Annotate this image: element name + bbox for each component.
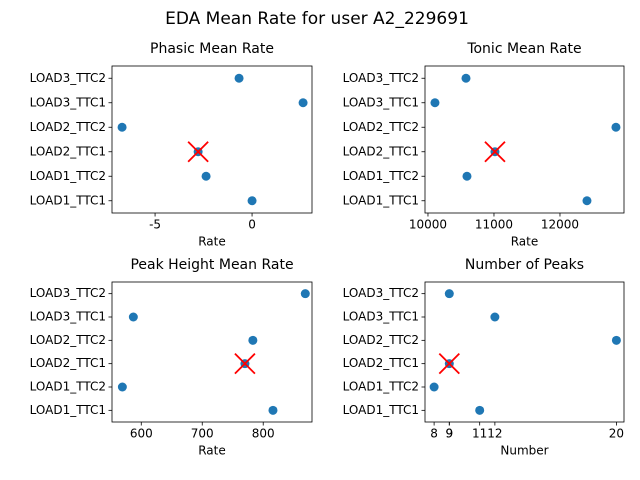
point — [611, 122, 621, 132]
point — [611, 335, 621, 345]
axes-frame — [111, 65, 313, 214]
y-tick-label: LOAD3_TTC1 — [30, 95, 106, 109]
x-axis-label: Rate — [511, 235, 539, 249]
point — [128, 312, 138, 322]
x-tick-label: 600 — [130, 427, 153, 441]
x-axis-label: Rate — [198, 235, 226, 249]
x-tick-label: 0 — [248, 218, 256, 232]
y-tick-label: LOAD2_TTC2 — [343, 120, 419, 134]
axes-frame — [111, 281, 313, 423]
y-tick-label: LOAD2_TTC1 — [343, 144, 419, 158]
y-tick-label: LOAD3_TTC1 — [343, 310, 419, 324]
x-tick-label: 11 — [472, 427, 487, 441]
point — [268, 405, 278, 415]
y-tick-label: LOAD2_TTC2 — [343, 333, 419, 347]
highlight-marker — [438, 353, 460, 375]
x-tick-label: 8 — [430, 427, 438, 441]
subplot-title: Peak Height Mean Rate — [130, 257, 293, 273]
point — [490, 312, 500, 322]
highlight-marker — [234, 353, 256, 375]
x-tick-label: 20 — [609, 427, 624, 441]
x-axis-label: Rate — [198, 444, 226, 458]
subplot-title: Tonic Mean Rate — [466, 41, 581, 57]
figure-title: EDA Mean Rate for user A2_229691 — [165, 9, 469, 29]
point — [462, 171, 472, 181]
x-tick-label: 12000 — [541, 218, 579, 232]
point — [234, 73, 244, 83]
subplot: Tonic Mean Rate LOAD1_TTC1 LOAD1_TTC2 LOAD2… — [343, 41, 625, 249]
x-tick-label: 700 — [191, 427, 214, 441]
x-axis-label: Number — [500, 444, 548, 458]
point — [300, 289, 310, 299]
y-tick-label: LOAD3_TTC1 — [30, 310, 106, 324]
y-tick-label: LOAD1_TTC1 — [30, 403, 106, 417]
point — [475, 405, 485, 415]
axes-frame — [424, 65, 625, 214]
subplot: Number of Peaks LOAD1_TTC1 LOAD1_TTC2 LOAD2… — [343, 257, 625, 458]
y-tick-label: LOAD2_TTC2 — [30, 120, 106, 134]
point — [582, 196, 592, 206]
y-tick-label: LOAD1_TTC1 — [343, 193, 419, 207]
y-tick-label: LOAD1_TTC1 — [343, 403, 419, 417]
point — [429, 382, 439, 392]
y-tick-label: LOAD1_TTC2 — [343, 380, 419, 394]
y-tick-label: LOAD2_TTC1 — [343, 356, 419, 370]
y-tick-label: LOAD1_TTC2 — [30, 380, 106, 394]
point — [117, 382, 127, 392]
y-tick-label: LOAD3_TTC1 — [343, 95, 419, 109]
y-tick-label: LOAD3_TTC2 — [343, 286, 419, 300]
point — [444, 289, 454, 299]
y-tick-label: LOAD2_TTC1 — [30, 144, 106, 158]
subplot: Peak Height Mean Rate LOAD1_TTC1 LOAD1_TTC… — [30, 257, 313, 458]
y-tick-label: LOAD1_TTC2 — [343, 169, 419, 183]
x-tick-label: 12 — [487, 427, 502, 441]
point — [248, 335, 258, 345]
point — [201, 171, 211, 181]
x-tick-label: -5 — [149, 218, 161, 232]
highlight-marker — [484, 141, 506, 163]
point — [298, 98, 308, 108]
x-tick-label: 9 — [445, 427, 453, 441]
x-tick-label: 9 — [445, 427, 453, 441]
x-tick-label: 10000 — [409, 218, 447, 232]
y-tick-label: LOAD1_TTC1 — [30, 193, 106, 207]
point — [461, 73, 471, 83]
x-tick-label: 11000 — [475, 218, 513, 232]
axes-frame — [424, 281, 625, 423]
y-tick-label: LOAD2_TTC1 — [30, 356, 106, 370]
y-tick-label: LOAD2_TTC2 — [30, 333, 106, 347]
point — [430, 98, 440, 108]
y-tick-label: LOAD3_TTC2 — [30, 286, 106, 300]
highlight-marker — [187, 141, 209, 163]
point — [247, 196, 257, 206]
y-tick-label: LOAD3_TTC2 — [343, 71, 419, 85]
point — [117, 122, 127, 132]
y-tick-label: LOAD3_TTC2 — [30, 71, 106, 85]
subplot-title: Phasic Mean Rate — [150, 41, 274, 57]
subplot-title: Number of Peaks — [465, 257, 584, 273]
subplot: Phasic Mean Rate LOAD1_TTC1 LOAD1_TTC2 LOAD… — [30, 41, 313, 249]
y-tick-label: LOAD1_TTC2 — [30, 169, 106, 183]
x-tick-label: 800 — [252, 427, 275, 441]
